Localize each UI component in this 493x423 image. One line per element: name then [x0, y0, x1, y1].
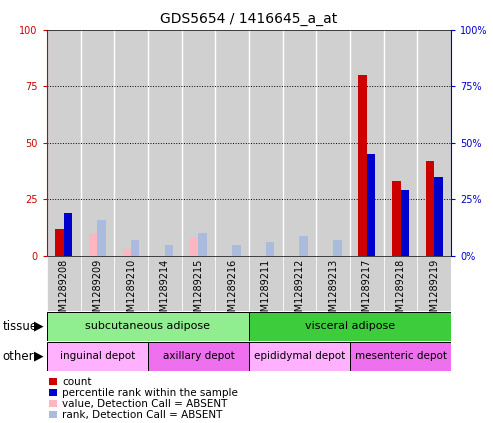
Bar: [190, 238, 198, 256]
Bar: [148, 30, 181, 256]
Text: visceral adipose: visceral adipose: [305, 321, 395, 331]
Bar: [123, 249, 131, 256]
Bar: [400, 190, 409, 256]
Bar: [249, 30, 282, 256]
Text: mesenteric depot: mesenteric depot: [354, 351, 447, 361]
Bar: [148, 342, 249, 371]
Bar: [47, 312, 249, 341]
Text: ▶: ▶: [34, 320, 43, 332]
Text: GSM1289218: GSM1289218: [395, 259, 406, 324]
Bar: [333, 240, 342, 256]
Bar: [384, 256, 418, 311]
Bar: [282, 30, 317, 256]
Bar: [181, 256, 215, 311]
Bar: [358, 75, 367, 256]
Text: GSM1289208: GSM1289208: [59, 259, 69, 324]
Bar: [350, 256, 384, 311]
Text: epididymal depot: epididymal depot: [254, 351, 345, 361]
Text: other: other: [2, 350, 34, 363]
Text: GSM1289214: GSM1289214: [160, 259, 170, 324]
Bar: [317, 30, 350, 256]
Bar: [47, 256, 80, 311]
Bar: [249, 342, 350, 371]
Text: tissue: tissue: [2, 320, 37, 332]
Bar: [47, 342, 148, 371]
Bar: [181, 30, 215, 256]
Text: ▶: ▶: [34, 350, 43, 363]
Text: GSM1289219: GSM1289219: [429, 259, 439, 324]
Bar: [434, 177, 443, 256]
Bar: [282, 256, 317, 311]
Text: GSM1289210: GSM1289210: [126, 259, 136, 324]
Bar: [367, 154, 375, 256]
Bar: [80, 256, 114, 311]
Bar: [148, 256, 181, 311]
Title: GDS5654 / 1416645_a_at: GDS5654 / 1416645_a_at: [160, 12, 338, 26]
Bar: [300, 236, 308, 256]
Bar: [80, 30, 114, 256]
Bar: [418, 256, 451, 311]
Bar: [64, 213, 72, 256]
Bar: [418, 30, 451, 256]
Text: GSM1289212: GSM1289212: [294, 259, 305, 324]
Bar: [47, 30, 80, 256]
Text: GSM1289217: GSM1289217: [362, 259, 372, 324]
Bar: [215, 256, 249, 311]
Bar: [426, 161, 434, 256]
Text: value, Detection Call = ABSENT: value, Detection Call = ABSENT: [62, 398, 227, 409]
Bar: [249, 256, 282, 311]
Text: rank, Detection Call = ABSENT: rank, Detection Call = ABSENT: [62, 409, 222, 420]
Bar: [350, 30, 384, 256]
Text: GSM1289213: GSM1289213: [328, 259, 338, 324]
Text: GSM1289211: GSM1289211: [261, 259, 271, 324]
Text: count: count: [62, 376, 92, 387]
Bar: [131, 240, 140, 256]
Text: GSM1289216: GSM1289216: [227, 259, 237, 324]
Text: percentile rank within the sample: percentile rank within the sample: [62, 387, 238, 398]
Bar: [392, 181, 400, 256]
Bar: [98, 220, 106, 256]
Bar: [89, 233, 97, 256]
Bar: [266, 242, 274, 256]
Text: GSM1289209: GSM1289209: [92, 259, 103, 324]
Bar: [249, 312, 451, 341]
Bar: [55, 229, 64, 256]
Bar: [232, 244, 241, 256]
Bar: [317, 256, 350, 311]
Text: axillary depot: axillary depot: [163, 351, 234, 361]
Bar: [384, 30, 418, 256]
Bar: [198, 233, 207, 256]
Text: GSM1289215: GSM1289215: [193, 259, 204, 324]
Bar: [114, 256, 148, 311]
Bar: [114, 30, 148, 256]
Text: subcutaneous adipose: subcutaneous adipose: [85, 321, 211, 331]
Bar: [350, 342, 451, 371]
Text: inguinal depot: inguinal depot: [60, 351, 135, 361]
Bar: [215, 30, 249, 256]
Bar: [165, 244, 173, 256]
